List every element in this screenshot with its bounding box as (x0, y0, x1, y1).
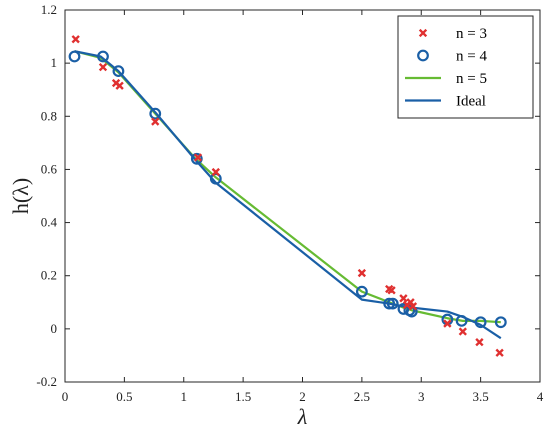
x-tick-label: 3.5 (473, 389, 489, 404)
cross-marker (458, 327, 467, 336)
y-tick-label: 0.2 (41, 268, 57, 283)
circle-marker (386, 297, 399, 310)
y-tick-label: 0.4 (41, 215, 58, 230)
x-tick-label: 2.5 (354, 389, 370, 404)
circle-marker (68, 50, 81, 63)
circle-marker (190, 152, 203, 165)
cross-marker (443, 319, 452, 328)
legend-label: Ideal (456, 94, 486, 110)
legend-item: n = 5 (405, 71, 487, 87)
circle-marker (97, 50, 109, 63)
legend-item: Ideal (405, 94, 486, 110)
y-tick-label: 1 (51, 55, 58, 70)
y-tick-label: 0.6 (41, 161, 58, 176)
y-tick-label: -0.2 (36, 374, 57, 389)
cross-marker (408, 302, 418, 311)
cross-marker (115, 81, 124, 90)
y-tick-label: 1.2 (41, 2, 57, 17)
x-tick-label: 0 (62, 389, 69, 404)
y-tick-label: 0.8 (41, 108, 57, 123)
legend: n = 3 n = 4 n = 5 Ideal (397, 15, 534, 119)
cross-marker (495, 348, 504, 357)
circle-marker (112, 65, 125, 78)
cross-marker (475, 337, 484, 347)
x-tick-label: 3 (418, 389, 425, 404)
axis-ticks: 0 0.5 1 1.5 2 2.5 3 3.5 4 -0.2 0 0.2 0.4 0.6 0.8 1 1.2 (36, 2, 543, 404)
cross-marker (418, 28, 428, 38)
x-tick-label: 2 (299, 389, 306, 404)
circle-marker (494, 316, 507, 329)
plot-marks (68, 35, 507, 357)
circle-marker (455, 314, 468, 327)
x-tick-label: 1 (181, 389, 188, 404)
y-tick-label: 0 (51, 321, 58, 336)
cross-marker (71, 35, 80, 44)
cross-marker (387, 286, 396, 295)
legend-item: n = 3 (418, 26, 487, 42)
legend-label: n = 3 (456, 26, 487, 42)
cross-marker (357, 268, 367, 278)
circle-marker (474, 316, 487, 329)
circle-marker (355, 285, 368, 298)
y-axis-label: h(λ) (8, 178, 33, 214)
legend-item: n = 4 (417, 49, 487, 65)
circle-marker (417, 49, 429, 62)
cross-marker (151, 117, 160, 126)
x-tick-label: 4 (537, 389, 544, 404)
cross-marker (193, 153, 203, 162)
cross-marker (98, 62, 108, 72)
legend-label: n = 4 (456, 49, 487, 65)
series-0 (71, 35, 504, 357)
x-tick-label: 0.5 (116, 389, 132, 404)
circle-marker (149, 107, 162, 120)
circle-marker (383, 297, 396, 310)
cross-marker (399, 294, 408, 303)
x-tick-label: 1.5 (235, 389, 251, 404)
legend-label: n = 5 (456, 71, 487, 87)
cross-marker (211, 167, 220, 177)
circle-marker (209, 172, 222, 185)
x-axis-label: λ (297, 404, 308, 429)
